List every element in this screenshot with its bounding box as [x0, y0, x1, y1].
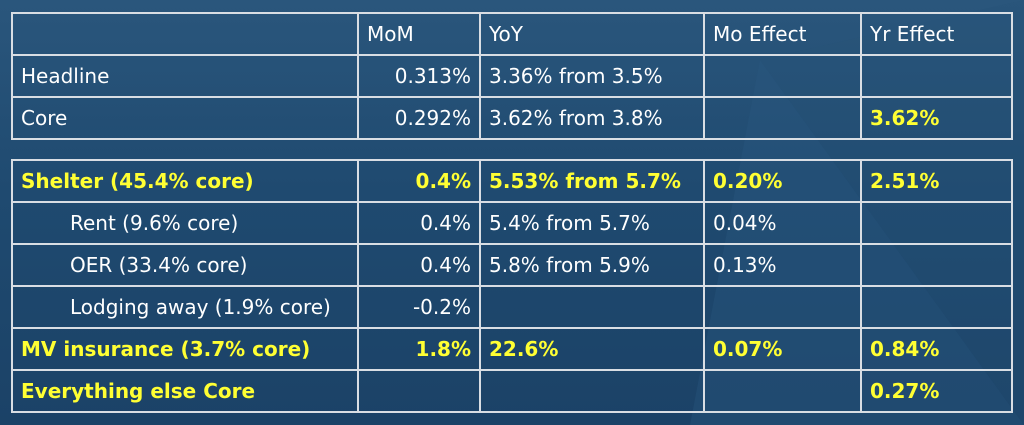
mo-effect-value: 0.20% — [703, 159, 862, 203]
row-label: Core — [11, 96, 359, 140]
row-label: MV insurance (3.7% core) — [11, 327, 359, 371]
yr-effect-value: 3.62% — [860, 96, 1013, 140]
mom-value — [357, 369, 481, 413]
mom-value: 0.4% — [357, 243, 481, 287]
row-label: Lodging away (1.9% core) — [11, 285, 359, 329]
yr-effect-value: 0.27% — [860, 369, 1013, 413]
yoy-value: 5.53% from 5.7% — [479, 159, 705, 203]
yoy-value: 5.4% from 5.7% — [479, 201, 705, 245]
yoy-value — [479, 369, 705, 413]
table-row-mv-insurance: MV insurance (3.7% core) 1.8% 22.6% 0.07… — [11, 327, 1013, 371]
table-row-core: Core 0.292% 3.62% from 3.8% 3.62% — [11, 96, 1013, 140]
mom-value: 0.4% — [357, 201, 481, 245]
yr-effect-value: 2.51% — [860, 159, 1013, 203]
mo-effect-value — [703, 369, 862, 413]
header-cell-mo-effect: Mo Effect — [703, 12, 862, 56]
yoy-value: 3.36% from 3.5% — [479, 54, 705, 98]
yoy-value: 22.6% — [479, 327, 705, 371]
header-row: MoM YoY Mo Effect Yr Effect — [11, 12, 1013, 56]
table-row-everything-else-core: Everything else Core 0.27% — [11, 369, 1013, 413]
yr-effect-value: 0.84% — [860, 327, 1013, 371]
mom-value: 0.313% — [357, 54, 481, 98]
yr-effect-value — [860, 201, 1013, 245]
yoy-value: 5.8% from 5.9% — [479, 243, 705, 287]
table-row-shelter: Shelter (45.4% core) 0.4% 5.53% from 5.7… — [11, 159, 1013, 203]
header-cell-yr-effect: Yr Effect — [860, 12, 1013, 56]
row-label: Rent (9.6% core) — [11, 201, 359, 245]
mo-effect-value — [703, 54, 862, 98]
mom-value: 1.8% — [357, 327, 481, 371]
table-row-lodging-away: Lodging away (1.9% core) -0.2% — [11, 285, 1013, 329]
shelter-breakdown-table: Shelter (45.4% core) 0.4% 5.53% from 5.7… — [11, 159, 1013, 413]
table-row-oer: OER (33.4% core) 0.4% 5.8% from 5.9% 0.1… — [11, 243, 1013, 287]
mom-value: -0.2% — [357, 285, 481, 329]
yr-effect-value — [860, 243, 1013, 287]
mo-effect-value — [703, 96, 862, 140]
mom-value: 0.4% — [357, 159, 481, 203]
header-cell-mom: MoM — [357, 12, 481, 56]
mo-effect-value: 0.07% — [703, 327, 862, 371]
yoy-value: 3.62% from 3.8% — [479, 96, 705, 140]
yr-effect-value — [860, 285, 1013, 329]
mom-value: 0.292% — [357, 96, 481, 140]
row-label: Headline — [11, 54, 359, 98]
row-label: OER (33.4% core) — [11, 243, 359, 287]
row-label: Shelter (45.4% core) — [11, 159, 359, 203]
mo-effect-value — [703, 285, 862, 329]
table-row-rent: Rent (9.6% core) 0.4% 5.4% from 5.7% 0.0… — [11, 201, 1013, 245]
yr-effect-value — [860, 54, 1013, 98]
mo-effect-value: 0.13% — [703, 243, 862, 287]
row-label: Everything else Core — [11, 369, 359, 413]
yoy-value — [479, 285, 705, 329]
mo-effect-value: 0.04% — [703, 201, 862, 245]
cpi-summary-table: MoM YoY Mo Effect Yr Effect Headline 0.3… — [11, 12, 1013, 140]
table-row-headline: Headline 0.313% 3.36% from 3.5% — [11, 54, 1013, 98]
header-cell-yoy: YoY — [479, 12, 705, 56]
header-cell-blank — [11, 12, 359, 56]
